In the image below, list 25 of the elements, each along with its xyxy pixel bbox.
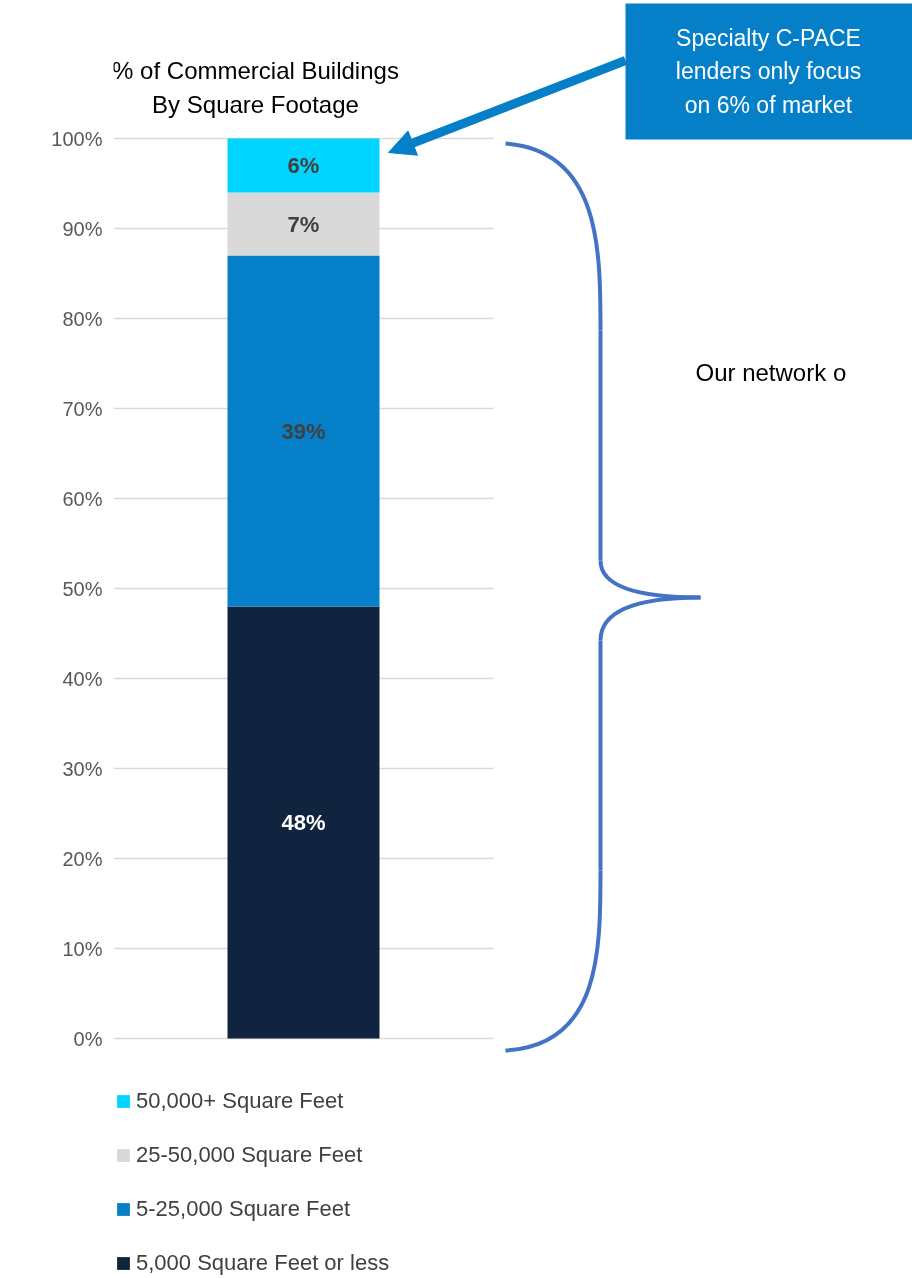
y-tick-label: 0% xyxy=(73,1027,103,1050)
bar xyxy=(227,255,380,607)
data-label: 7% xyxy=(287,211,320,237)
legend-label: 5,000 Square Feet or less xyxy=(136,1250,390,1276)
data-label: 48% xyxy=(281,810,326,835)
y-tick-label: 40% xyxy=(62,667,103,690)
y-tick-label: 100% xyxy=(51,127,103,150)
y-tick-label: 30% xyxy=(62,757,103,780)
data-label: 39% xyxy=(281,418,326,444)
legend-label: 25-50,000 Square Feet xyxy=(136,1142,363,1168)
bar xyxy=(227,138,380,193)
chart-title: % of Commercial Buildings By Square Footage xyxy=(112,56,399,118)
text: Specialty C-PACE lenders only focus on 6% of market xyxy=(675,24,862,119)
y-tick-label: 70% xyxy=(62,397,103,420)
y-tick-label: 50% xyxy=(62,577,103,600)
y-tick-label: 20% xyxy=(62,847,103,870)
y-tick-label: 80% xyxy=(62,307,103,330)
y-tick-label: 90% xyxy=(62,217,103,240)
bar xyxy=(227,606,380,1039)
data-label: 6% xyxy=(287,153,320,178)
legend-label: 50,000+ Square Feet xyxy=(136,1088,344,1114)
y-tick-label: 10% xyxy=(62,937,103,960)
y-tick-label: 60% xyxy=(62,487,103,510)
text: Our network o xyxy=(695,359,847,386)
legend-label: 5-25,000 Square Feet xyxy=(136,1196,351,1222)
